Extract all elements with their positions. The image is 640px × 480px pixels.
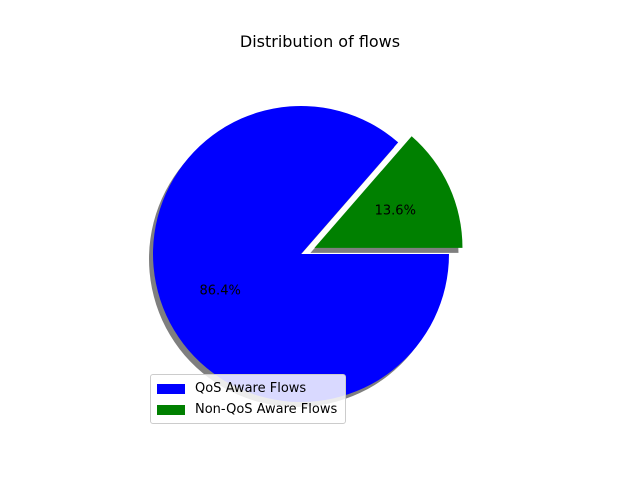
pie-slice-qos (153, 106, 449, 402)
pie-slice-layer (153, 106, 463, 402)
pie-label-layer: 13.6% 86.4% (200, 204, 416, 299)
pie-slice-non-qos (314, 136, 463, 248)
legend-swatch-qos (157, 383, 185, 394)
legend-label-non-qos: Non-QoS Aware Flows (195, 402, 338, 417)
chart-title: Distribution of flows (239, 32, 401, 51)
legend-swatch-non-qos (157, 404, 185, 415)
pie-pct-label-qos: 86.4% (200, 283, 241, 298)
legend: QoS Aware Flows Non-QoS Aware Flows (150, 374, 347, 424)
legend-item-non-qos: Non-QoS Aware Flows (157, 399, 337, 420)
legend-item-qos: QoS Aware Flows (157, 378, 337, 399)
legend-label-qos: QoS Aware Flows (195, 381, 307, 396)
pie-pct-label-non-qos: 13.6% (375, 204, 416, 219)
